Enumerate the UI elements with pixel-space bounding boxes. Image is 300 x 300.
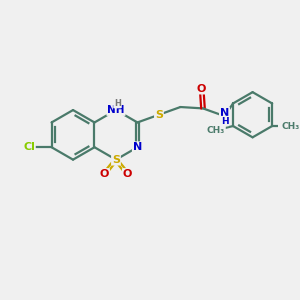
Text: Cl: Cl <box>23 142 35 152</box>
Text: N: N <box>133 142 142 152</box>
Text: S: S <box>155 110 163 120</box>
Text: CH₃: CH₃ <box>207 126 225 135</box>
Text: O: O <box>123 169 132 179</box>
Text: H: H <box>221 117 228 126</box>
Text: S: S <box>112 154 120 165</box>
Text: H: H <box>114 99 121 108</box>
Text: CH₃: CH₃ <box>282 122 300 130</box>
Text: O: O <box>100 169 109 179</box>
Text: O: O <box>197 84 206 94</box>
Text: N: N <box>220 108 229 118</box>
Text: NH: NH <box>107 105 125 115</box>
